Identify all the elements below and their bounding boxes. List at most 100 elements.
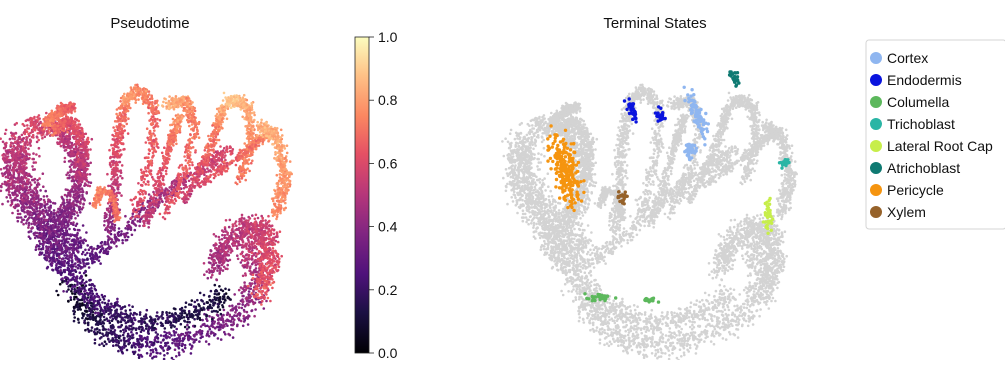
cell-point	[248, 290, 251, 293]
cell-point	[78, 288, 81, 291]
cell-point	[94, 300, 97, 303]
cell-point	[247, 316, 250, 319]
cell-point	[9, 194, 12, 197]
cell-point	[35, 153, 38, 156]
cell-point	[107, 303, 110, 306]
cell-point	[5, 159, 8, 162]
cell-point	[267, 297, 270, 300]
cell-point	[250, 288, 253, 291]
cell-point	[68, 202, 71, 205]
cell-point	[255, 234, 258, 237]
cell-point	[263, 224, 266, 227]
cell-point	[83, 146, 86, 149]
cell-point	[73, 242, 76, 245]
cell-point	[105, 305, 108, 308]
cell-point	[87, 324, 90, 327]
cell-point	[219, 308, 222, 311]
cell-point	[86, 310, 89, 313]
cell-point	[228, 297, 231, 300]
cell-point	[20, 159, 23, 162]
cell-point	[244, 234, 247, 237]
cell-point	[46, 203, 49, 206]
cell-point	[83, 282, 86, 285]
cell-point	[262, 245, 265, 248]
cell-point	[38, 240, 41, 243]
cell-point	[85, 191, 88, 194]
cell-point	[82, 166, 85, 169]
cell-point	[64, 280, 67, 283]
cell-point	[53, 209, 56, 212]
cell-point	[210, 250, 213, 253]
cell-point	[30, 194, 33, 197]
cell-point	[82, 155, 85, 158]
cell-point	[267, 230, 270, 233]
cell-point	[134, 312, 137, 315]
cell-point	[145, 315, 148, 318]
cell-point	[75, 194, 78, 197]
cell-point	[148, 346, 151, 349]
cell-point	[63, 263, 66, 266]
cell-point	[146, 352, 149, 355]
cell-point	[71, 273, 74, 276]
cell-point	[52, 269, 55, 272]
cell-point	[75, 270, 78, 273]
cell-point	[222, 262, 225, 265]
cell-point	[69, 166, 72, 169]
cell-point	[14, 191, 17, 194]
cell-point	[90, 246, 93, 249]
cell-point	[89, 162, 92, 165]
cell-point	[65, 213, 68, 216]
cell-point	[110, 303, 113, 306]
cell-point	[24, 215, 27, 218]
cell-point	[251, 309, 254, 312]
cell-point	[38, 114, 41, 117]
cell-point	[179, 339, 182, 342]
cell-point	[208, 315, 211, 318]
cell-point	[116, 298, 119, 301]
cell-point	[74, 118, 77, 121]
cell-point	[58, 260, 61, 263]
cell-point	[59, 283, 62, 286]
cell-point	[79, 164, 82, 167]
cell-point	[245, 259, 248, 262]
cell-point	[67, 262, 70, 265]
cell-point	[234, 244, 237, 247]
cell-point	[71, 259, 74, 262]
cell-point	[150, 349, 153, 352]
cell-point	[164, 327, 167, 330]
cell-point	[73, 120, 76, 123]
cell-point	[266, 275, 269, 278]
cell-point	[43, 201, 46, 204]
cell-point	[10, 204, 13, 207]
cell-point	[139, 320, 142, 323]
cell-point	[65, 229, 68, 232]
cell-point	[149, 320, 152, 323]
cell-point	[51, 234, 54, 237]
cell-point	[55, 222, 58, 225]
cell-point	[119, 335, 122, 338]
cell-point	[173, 334, 176, 337]
cell-point	[207, 330, 210, 333]
cell-point	[64, 240, 67, 243]
cell-point	[87, 138, 90, 141]
cell-point	[63, 260, 66, 263]
cell-point	[32, 158, 35, 161]
cell-point	[238, 319, 241, 322]
cell-point	[162, 338, 165, 341]
cell-point	[70, 163, 73, 166]
cell-point	[85, 231, 88, 234]
cell-point	[62, 236, 65, 239]
cell-point	[86, 318, 89, 321]
cell-point	[29, 214, 32, 217]
cell-point	[182, 309, 185, 312]
cell-point	[70, 222, 73, 225]
cell-point	[103, 316, 106, 319]
cell-point	[40, 131, 43, 134]
cell-point	[273, 229, 276, 232]
cell-point	[264, 219, 267, 222]
cell-point	[91, 308, 94, 311]
cell-point	[241, 251, 244, 254]
cell-point	[255, 271, 258, 274]
cell-point	[12, 169, 15, 172]
cell-point	[166, 342, 169, 345]
